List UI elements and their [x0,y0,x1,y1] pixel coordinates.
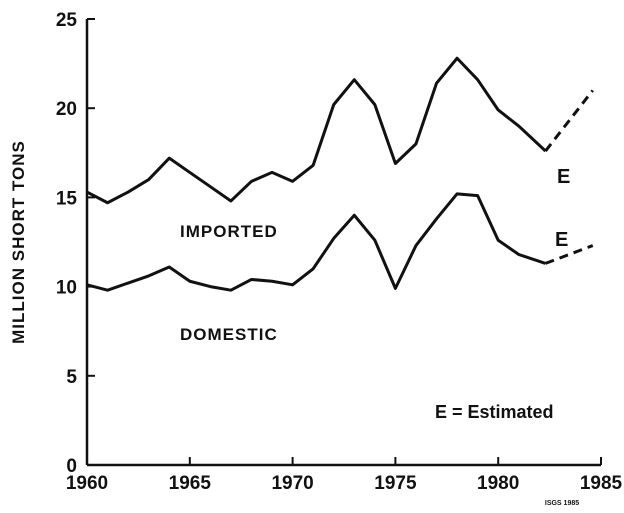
y-tick-label: 20 [56,99,77,120]
x-tick-label: 1985 [580,473,623,494]
y-tick-label: 10 [56,278,77,299]
series-label: DOMESTIC [180,325,278,344]
estimated-line [544,89,594,152]
series-label: IMPORTED [180,222,278,241]
y-tick-label: 15 [56,188,78,209]
estimated-line [544,244,594,265]
annotation: E = Estimated [435,402,554,422]
annotation: E [555,229,568,251]
y-tick-label: 0 [66,456,77,477]
series-line [86,192,546,292]
x-tick-label: 1960 [66,473,108,494]
y-tick-label: 25 [56,10,78,31]
annotation: E [557,166,570,188]
x-tick-label: 1970 [271,473,313,494]
x-tick-label: 1980 [477,473,519,494]
y-axis-label: MILLION SHORT TONS [9,140,28,344]
y-tick-label: 5 [66,367,77,388]
series-line [86,56,547,205]
x-tick-label: 1975 [374,473,417,494]
x-tick-label: 1965 [169,473,212,494]
credit: ISGS 1985 [545,500,579,507]
